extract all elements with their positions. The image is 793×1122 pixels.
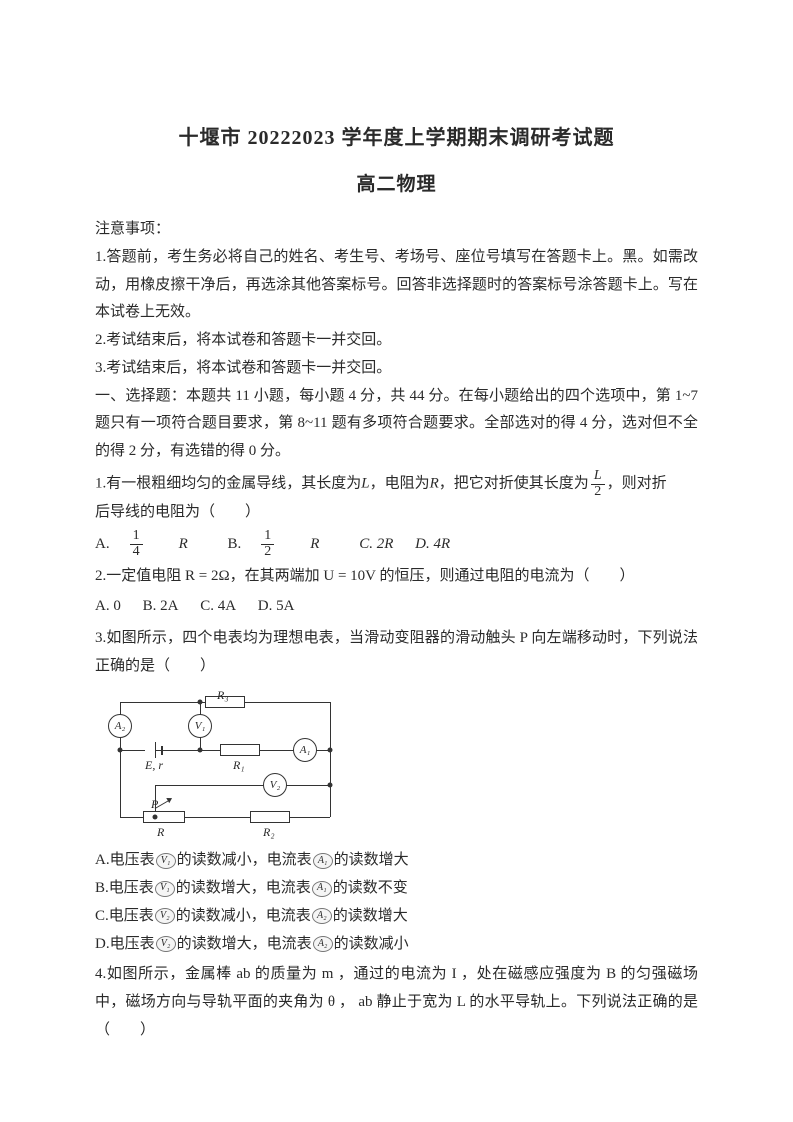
- label-r: R: [157, 821, 164, 843]
- q1-var-R: R: [430, 476, 439, 492]
- notice-1: 1.答题前，考生务必将自己的姓名、考生号、考场号、座位号填写在答题卡上。黑。如需…: [95, 244, 698, 327]
- q1-frac-den: 2: [591, 485, 605, 500]
- question-3-diagram: R₃ A₂ V₁ E, r R₁ A₁ V₂ R₂ P R: [95, 690, 698, 835]
- q1-text-b: ，电阻为: [370, 476, 430, 492]
- inline-meter-v2-icon: V₂: [155, 908, 175, 924]
- question-2-stem: 2.一定值电阻 R = 2Ω，在其两端加 U = 10V 的恒压，则通过电阻的电…: [95, 563, 698, 591]
- q1-text-d: ，则对折: [607, 476, 667, 492]
- notice-2: 2.考试结束后，将本试卷和答题卡一并交回。: [95, 327, 698, 355]
- inline-meter-v1-icon: V₁: [155, 881, 175, 897]
- q1-option-c: C. 2R: [359, 536, 393, 552]
- q1-option-d: D. 4R: [415, 536, 450, 552]
- q2-option-c: C. 4A: [200, 598, 236, 614]
- ammeter-a1: A₁: [293, 738, 317, 762]
- exam-title-main: 十堰市 20222023 学年度上学期期末调研考试题: [95, 120, 698, 157]
- question-1-options: A.14R B.12R C. 2R D. 4R: [95, 529, 698, 559]
- ammeter-a2: A₂: [108, 714, 132, 738]
- q3-option-d: D.电压表V₂的读数增大，电流表A₂的读数减小: [95, 931, 698, 959]
- notice-3: 3.考试结束后，将本试卷和答题卡一并交回。: [95, 355, 698, 383]
- q3-option-b: B.电压表V₁的读数增大，电流表A₁的读数不变: [95, 875, 698, 903]
- label-r3: R₃: [217, 684, 229, 706]
- q1-option-a: A.14R: [95, 536, 206, 552]
- q1-text-c: ，把它对折使其长度为: [439, 476, 589, 492]
- section-1-instructions: 一、选择题：本题共 11 小题，每小题 4 分，共 44 分。在每小题给出的四个…: [95, 383, 698, 466]
- q3-option-a: A.电压表V₁的读数减小，电流表A₁的读数增大: [95, 847, 698, 875]
- question-1-stem-line2: 后导线的电阻为（ ）: [95, 499, 698, 527]
- inline-meter-v1-icon: V₁: [156, 853, 176, 869]
- q1-option-b: B.12R: [228, 536, 338, 552]
- q2-option-b: B. 2A: [143, 598, 179, 614]
- question-4-stem: 4.如图所示，金属棒 ab 的质量为 m ，通过的电流为 I ，处在磁感应强度为…: [95, 961, 698, 1044]
- q1-frac-num: L: [591, 469, 605, 485]
- label-p: P: [151, 793, 158, 815]
- label-r2: R₂: [263, 821, 275, 843]
- q1-var-L: L: [361, 476, 369, 492]
- q2-option-a: A. 0: [95, 598, 121, 614]
- inline-meter-a1-icon: A₁: [312, 881, 332, 897]
- q3-option-c: C.电压表V₂的读数减小，电流表A₂的读数增大: [95, 903, 698, 931]
- notice-header: 注意事项：: [95, 216, 698, 244]
- inline-meter-a2-icon: A₂: [312, 908, 332, 924]
- question-1-stem: 1.有一根粗细均匀的金属导线，其长度为L，电阻为R，把它对折使其长度为L2，则对…: [95, 469, 698, 499]
- label-er: E, r: [145, 754, 163, 776]
- label-r1: R₁: [233, 754, 245, 776]
- question-2-options: A. 0 B. 2A C. 4A D. 5A: [95, 593, 698, 621]
- inline-meter-v2-icon: V₂: [156, 936, 176, 952]
- q2-option-d: D. 5A: [258, 598, 295, 614]
- question-3-stem: 3.如图所示，四个电表均为理想电表，当滑动变阻器的滑动触头 P 向左端移动时，下…: [95, 625, 698, 681]
- inline-meter-a1-icon: A₁: [313, 853, 333, 869]
- q1-text-a: 1.有一根粗细均匀的金属导线，其长度为: [95, 476, 361, 492]
- exam-title-sub: 高二物理: [95, 167, 698, 202]
- inline-meter-a2-icon: A₂: [313, 936, 333, 952]
- q1-fraction: L2: [591, 469, 605, 499]
- voltmeter-v1: V₁: [188, 714, 212, 738]
- voltmeter-v2: V₂: [263, 773, 287, 797]
